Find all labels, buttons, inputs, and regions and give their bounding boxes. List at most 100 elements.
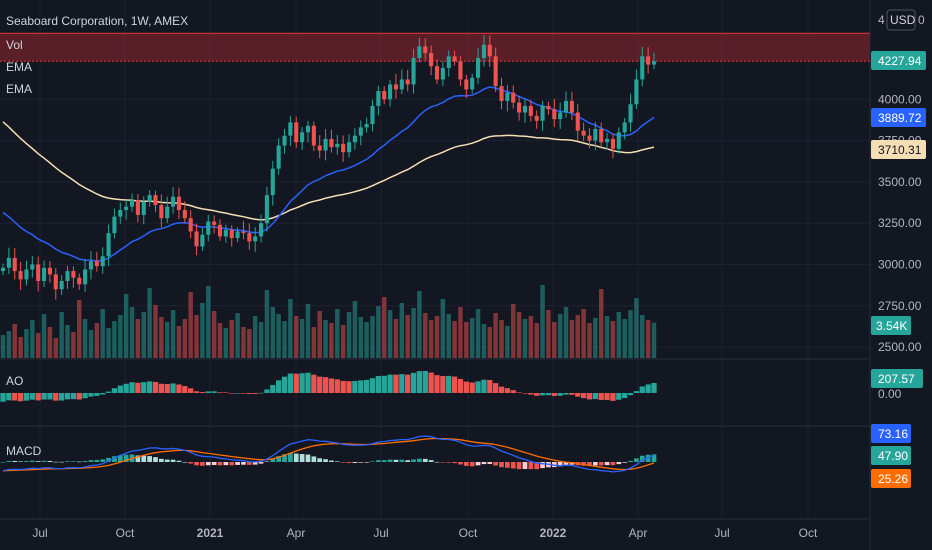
- macd-hist-bar: [628, 460, 633, 462]
- candle-body: [317, 145, 322, 151]
- candle-body: [288, 122, 293, 136]
- ao-bar: [317, 376, 323, 393]
- menu-value[interactable]: 0: [918, 13, 925, 27]
- candle: [18, 261, 23, 290]
- ao-bar: [111, 388, 118, 393]
- volume-bar: [258, 322, 264, 358]
- ao-bar: [211, 391, 217, 393]
- ema-slow-label[interactable]: EMA: [6, 82, 32, 96]
- volume-bar: [30, 320, 35, 358]
- ao-bar: [193, 391, 200, 393]
- macd-hist-bar: [340, 462, 346, 463]
- price-tick-label: 3500.00: [878, 175, 922, 189]
- volume-bar: [640, 315, 645, 358]
- scale-prefix: 4: [878, 13, 885, 27]
- ao-bar: [252, 393, 258, 394]
- macd-hist-bar: [422, 458, 428, 462]
- ao-bar: [622, 393, 628, 399]
- candle-body: [124, 206, 129, 210]
- ao-bar: [170, 383, 176, 393]
- macd-hist-bar: [246, 462, 252, 465]
- ao-bar: [41, 393, 47, 400]
- volume-bar: [123, 294, 129, 358]
- volume-bar: [270, 307, 276, 358]
- volume-bar: [299, 319, 305, 358]
- candle-body: [376, 91, 381, 106]
- currency-label[interactable]: USD: [890, 13, 916, 27]
- price-tick-label: 3250.00: [878, 216, 922, 230]
- volume-bar: [41, 314, 47, 358]
- volume-bar: [170, 310, 176, 358]
- candle: [53, 268, 58, 300]
- candle: [259, 214, 264, 243]
- candle-body: [94, 261, 99, 267]
- volume-bar: [563, 307, 569, 358]
- macd-hist-bar: [323, 459, 328, 462]
- candle: [546, 101, 551, 115]
- time-axis[interactable]: Jul Oct 2021 Apr Jul Oct 2022 Apr Jul Oct: [32, 526, 818, 540]
- candle-body: [440, 67, 445, 80]
- candle: [182, 201, 187, 223]
- candle-body: [517, 102, 522, 113]
- volume-bar: [47, 327, 53, 358]
- ao-label[interactable]: AO: [6, 374, 23, 388]
- volume-bar: [469, 318, 475, 358]
- currency-box[interactable]: [886, 9, 916, 31]
- macd-hist-bar: [334, 461, 340, 463]
- macd-hist-bar: [76, 461, 82, 463]
- ao-bar: [12, 393, 18, 401]
- volume-bar: [141, 312, 146, 358]
- macd-hist-bar: [593, 462, 598, 466]
- candle: [65, 265, 70, 289]
- macd-hist-bar: [170, 459, 176, 462]
- ao-bar: [123, 383, 129, 393]
- ao-bar: [129, 382, 135, 393]
- macd-hist-bar: [651, 454, 657, 462]
- candle-body: [212, 221, 217, 225]
- candle: [599, 122, 604, 148]
- candle: [434, 59, 440, 84]
- macd-hist-bar: [463, 462, 469, 466]
- volume-bar: [587, 323, 592, 358]
- candle-body: [217, 224, 223, 237]
- last-price-tag-text: 4227.94: [878, 54, 922, 68]
- ao-bar: [604, 393, 610, 401]
- ao-bar: [399, 374, 405, 393]
- volume-bar: [147, 288, 152, 358]
- ao-bar: [469, 382, 475, 393]
- ao-bar: [94, 393, 100, 396]
- volume-bar: [405, 315, 410, 358]
- candle-body: [264, 195, 269, 224]
- candle-body: [528, 105, 533, 116]
- candle-body: [628, 104, 633, 123]
- macd-tag-text: 73.16: [878, 427, 908, 441]
- candle: [165, 196, 170, 224]
- macd-hist-bar: [563, 462, 569, 466]
- candle: [534, 110, 539, 129]
- macd-hist-bar: [53, 461, 59, 463]
- candle-body: [311, 125, 316, 146]
- ao-bar: [504, 388, 511, 393]
- candle-body: [147, 195, 152, 202]
- macd-hist-bar: [88, 460, 94, 462]
- candle-body: [188, 218, 193, 232]
- volume-bar: [440, 299, 446, 358]
- candle: [24, 260, 29, 286]
- ao-bar: [393, 374, 399, 393]
- candle-body: [505, 92, 510, 101]
- vol-label[interactable]: Vol: [6, 38, 23, 52]
- candle: [358, 120, 363, 146]
- volume-bar: [12, 324, 17, 358]
- candle-body: [587, 135, 592, 141]
- candle-body: [77, 277, 82, 285]
- macd-hist-bar: [123, 454, 129, 462]
- volume-bar: [323, 320, 328, 358]
- signal-tag-text: 25.26: [878, 472, 908, 486]
- candle-body: [399, 79, 404, 90]
- ao-bar: [322, 377, 329, 393]
- candle-body: [429, 53, 434, 67]
- ema-fast-label[interactable]: EMA: [6, 60, 32, 74]
- macd-label[interactable]: MACD: [6, 444, 42, 458]
- candle-body: [88, 261, 94, 270]
